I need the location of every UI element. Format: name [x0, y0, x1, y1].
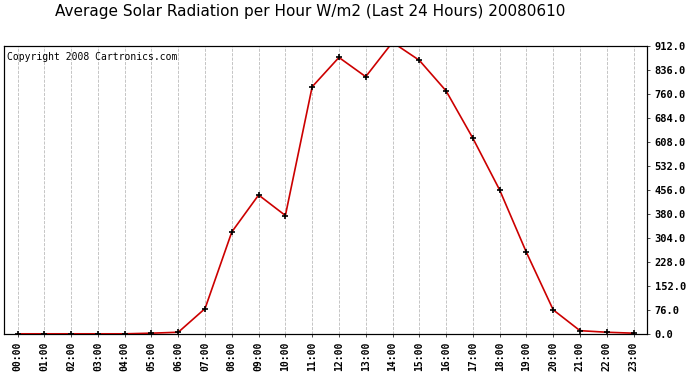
- Text: Average Solar Radiation per Hour W/m2 (Last 24 Hours) 20080610: Average Solar Radiation per Hour W/m2 (L…: [55, 4, 566, 19]
- Text: Copyright 2008 Cartronics.com: Copyright 2008 Cartronics.com: [8, 52, 178, 62]
